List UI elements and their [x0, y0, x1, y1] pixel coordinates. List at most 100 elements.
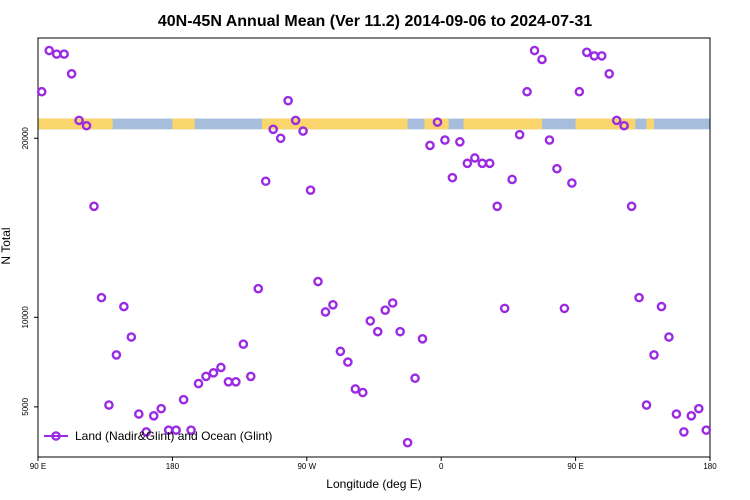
y-tick-label: 5000 [21, 397, 30, 415]
data-point [634, 292, 644, 303]
legend-label: Land (Nadir&Glint) and Ocean (Glint) [75, 429, 272, 443]
data-point [66, 69, 77, 79]
data-point [529, 45, 540, 56]
strip-land [424, 118, 449, 130]
data-point [604, 69, 615, 79]
data-point [686, 411, 697, 421]
data-point [365, 316, 376, 326]
data-point [611, 115, 622, 126]
data-point [596, 51, 607, 61]
data-point [402, 437, 413, 448]
data-point [201, 371, 211, 382]
data-point [417, 334, 428, 344]
data-point [223, 376, 234, 387]
x-axis-ticks: 90 E 180 90 W 0 90 E 180 [30, 457, 717, 471]
data-point [260, 176, 271, 187]
data-point [484, 158, 495, 169]
x-tick-label: 90 E [567, 462, 583, 471]
data-point [425, 140, 435, 151]
data-point [619, 120, 629, 131]
data-point [380, 305, 391, 315]
legend: Land (Nadir&Glint) and Ocean (Glint) [44, 429, 272, 443]
data-point [313, 276, 323, 287]
data-point [178, 394, 189, 405]
data-point [119, 301, 129, 312]
data-point [104, 400, 114, 410]
x-axis-label: Longitude (deg E) [326, 477, 421, 491]
data-point [514, 129, 525, 140]
strip-land [463, 118, 542, 130]
data-point [589, 51, 600, 61]
data-point [216, 362, 226, 373]
x-tick-label: 90 E [30, 462, 46, 471]
data-point [133, 409, 144, 419]
data-point [522, 86, 532, 97]
plot-frame [37, 37, 711, 458]
y-tick-label: 10000 [21, 306, 30, 329]
data-point [537, 54, 547, 65]
data-point [499, 303, 510, 314]
data-point [664, 332, 674, 342]
data-point [141, 427, 152, 437]
data-point [432, 117, 443, 127]
x-tick-label: 180 [166, 462, 180, 471]
data-point [477, 158, 488, 169]
data-point [193, 378, 204, 389]
data-point [44, 45, 55, 56]
data-point [238, 339, 249, 349]
data-point [320, 307, 331, 317]
data-point [671, 409, 682, 419]
data-point [492, 201, 503, 212]
y-axis-label: N Total [0, 227, 13, 264]
strip-land [575, 118, 636, 130]
x-tick-label: 90 W [297, 462, 316, 471]
data-point [186, 425, 196, 435]
data-point [395, 326, 405, 337]
data-point [298, 126, 308, 136]
x-tick-label: 180 [703, 462, 717, 471]
data-point [283, 95, 293, 106]
data-point [305, 185, 316, 196]
data-point [156, 403, 166, 414]
data-point [410, 373, 420, 384]
data-point [462, 158, 473, 169]
strip-land [38, 118, 113, 130]
data-point [328, 299, 338, 310]
data-point [455, 137, 465, 147]
data-point [440, 135, 450, 145]
data-point [89, 201, 99, 212]
data-point [447, 172, 458, 183]
data-point [208, 368, 219, 378]
data-point [656, 301, 667, 312]
data-point [111, 350, 122, 360]
chart-title: 40N-45N Annual Mean (Ver 11.2) 2014-09-0… [158, 13, 592, 30]
data-point [245, 371, 256, 382]
data-point [552, 163, 562, 174]
data-point [268, 124, 279, 135]
data-point [171, 425, 181, 435]
data-point [36, 86, 47, 97]
data-point [74, 115, 84, 126]
data-point [357, 387, 368, 398]
data-point [567, 178, 577, 188]
data-point [626, 201, 637, 212]
data-point [582, 47, 592, 58]
data-point [694, 403, 704, 414]
data-points [36, 45, 712, 448]
y-axis-ticks: 5000 10000 20000 [21, 127, 38, 416]
y-tick-label: 20000 [21, 127, 30, 150]
data-point [253, 283, 264, 294]
x-tick-label: 0 [439, 462, 444, 471]
data-point [679, 427, 689, 437]
data-point [335, 346, 346, 357]
data-point [275, 133, 286, 144]
strip-land [646, 118, 654, 130]
data-point [387, 298, 398, 308]
data-point [96, 292, 107, 303]
data-point [290, 115, 301, 126]
data-point [469, 153, 480, 163]
data-point [641, 400, 652, 410]
data-point [559, 303, 570, 314]
data-point [126, 332, 137, 342]
